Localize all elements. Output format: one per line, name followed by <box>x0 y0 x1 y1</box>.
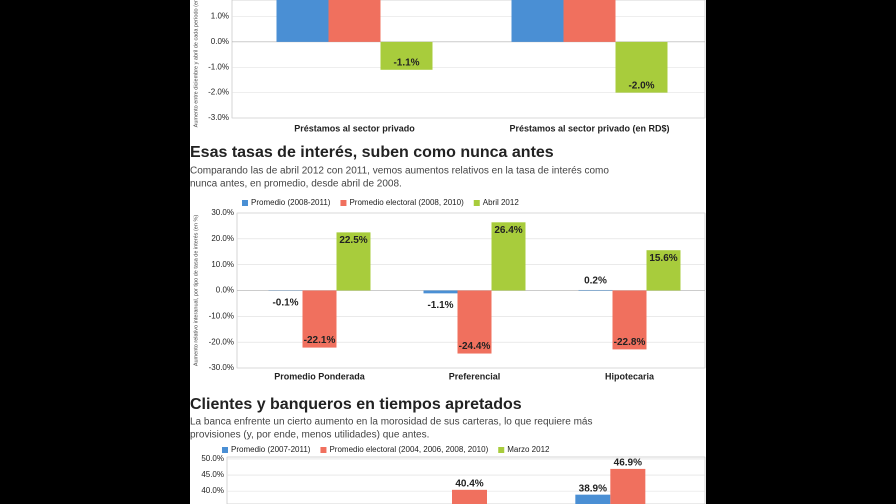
legend-label: Promedio (2007-2011) <box>231 445 311 454</box>
y-tick-label: 0.0% <box>211 37 229 46</box>
bars <box>268 222 681 354</box>
bar <box>423 290 458 294</box>
y-tick-label: 1.0% <box>211 12 229 21</box>
legend-swatch <box>222 447 228 453</box>
legend-swatch <box>340 200 347 206</box>
bar <box>511 0 564 42</box>
legend-label: Promedio (2008-2011) <box>251 198 331 207</box>
bar <box>302 290 337 348</box>
value-label: 15.6% <box>649 253 677 264</box>
x-tick-label: Hipotecaria <box>605 371 655 381</box>
y-tick-label: -30.0% <box>209 363 234 372</box>
y-tick-label: 50.0% <box>201 454 224 463</box>
y-tick-label: -1.0% <box>208 62 229 71</box>
legend-swatch <box>242 200 248 206</box>
y-axis-label: Aumento entre diciembre y abril de cada … <box>193 0 199 127</box>
bar <box>575 494 611 504</box>
value-label: 46.9% <box>614 458 642 469</box>
x-tick-label: Préstamos al sector privado (en RD$) <box>509 123 669 133</box>
chart-subtitle: nunca antes, en promedio, desde abril de… <box>190 179 402 190</box>
value-label: 40.4% <box>455 478 483 489</box>
bar <box>615 41 668 93</box>
bar <box>328 0 381 42</box>
chart-title: Esas tasas de interés, suben como nunca … <box>190 144 554 161</box>
bar <box>563 0 616 42</box>
legend-swatch <box>498 447 505 453</box>
chart-subtitle: Comparando las de abril 2012 con 2011, v… <box>190 166 609 177</box>
y-tick-label: -20.0% <box>209 337 234 346</box>
value-label: -0.1% <box>272 297 298 308</box>
bar <box>491 222 526 291</box>
y-tick-label: 20.0% <box>211 234 234 243</box>
y-tick-label: 30.0% <box>211 208 234 217</box>
bar <box>610 468 646 504</box>
bar <box>276 0 329 42</box>
bar <box>336 232 371 291</box>
y-tick-label: -10.0% <box>209 311 234 320</box>
bar <box>612 290 647 350</box>
plot-frame <box>226 456 706 504</box>
x-tick-label: Preferencial <box>449 371 501 381</box>
y-tick-label: 10.0% <box>211 260 234 269</box>
y-tick-label: 45.0% <box>201 470 224 479</box>
bar <box>457 290 492 354</box>
chart-subtitle: La banca enfrente un cierto aumento en l… <box>190 417 592 428</box>
y-axis-label: Aumento relativo interanual, por tipo de… <box>193 215 199 367</box>
legend-label: Abril 2012 <box>483 198 520 207</box>
value-label: -22.8% <box>614 337 646 348</box>
y-tick-label: 40.0% <box>201 486 224 495</box>
bar <box>452 489 487 504</box>
bars <box>452 468 646 504</box>
chart-title: Clientes y banqueros en tiempos apretado… <box>190 396 522 413</box>
x-tick-label: Préstamos al sector privado <box>294 123 415 133</box>
value-label: 26.4% <box>494 225 522 236</box>
bar <box>380 41 433 70</box>
chart-subtitle: provisiones (y, por ende, menos utilidad… <box>190 430 429 441</box>
value-label: 0.2% <box>584 276 607 287</box>
y-tick-label: 0.0% <box>216 286 234 295</box>
bars <box>276 0 668 93</box>
value-label: -2.0% <box>628 80 654 91</box>
y-tick-label: -3.0% <box>208 113 229 122</box>
value-label: -24.4% <box>459 341 491 352</box>
value-label: -22.1% <box>304 335 336 346</box>
value-label: 38.9% <box>579 483 607 494</box>
bar <box>646 250 681 291</box>
x-tick-label: Promedio Ponderada <box>274 371 366 381</box>
y-tick-label: -2.0% <box>208 88 229 97</box>
legend-label: Promedio electoral (2008, 2010) <box>349 198 464 207</box>
legend-label: Marzo 2012 <box>507 445 550 454</box>
bar <box>578 289 613 291</box>
legend-label: Promedio electoral (2004, 2006, 2008, 20… <box>329 445 488 454</box>
legend-swatch <box>473 200 480 206</box>
legend-swatch <box>320 447 327 453</box>
value-label: -1.1% <box>427 300 453 311</box>
value-label: -1.1% <box>393 57 419 68</box>
value-label: 22.5% <box>339 235 367 246</box>
